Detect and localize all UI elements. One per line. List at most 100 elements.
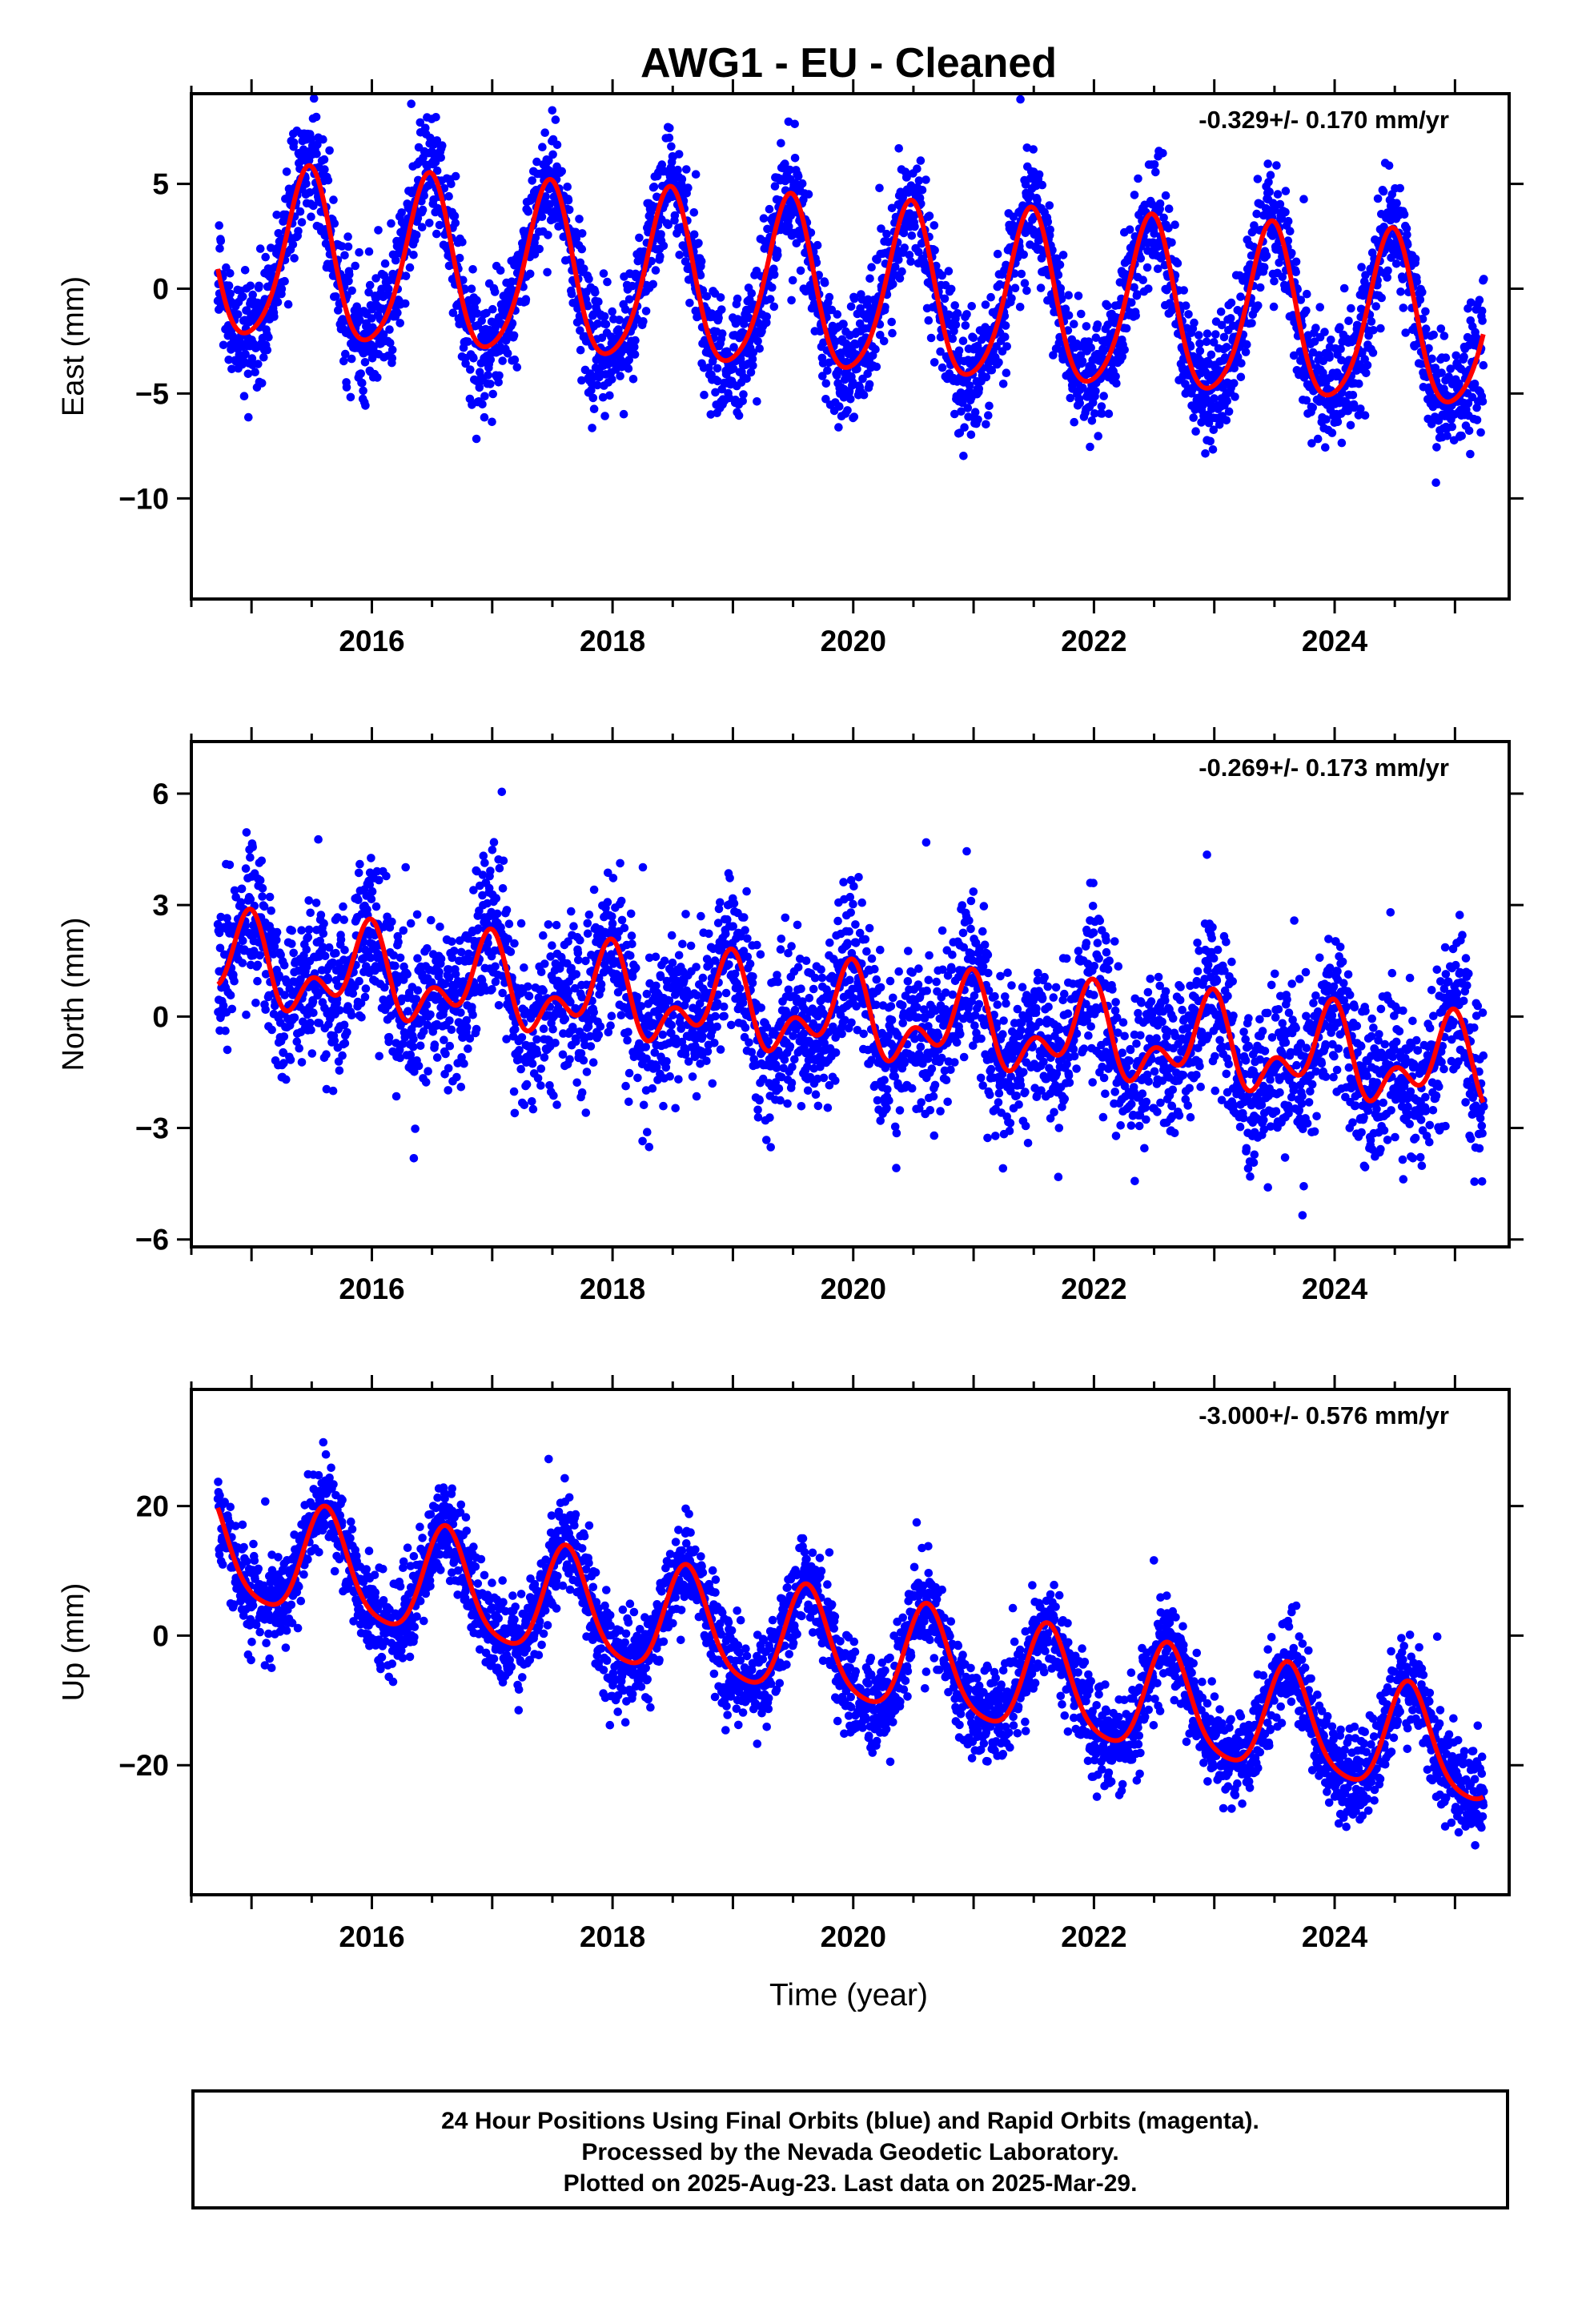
data-point (255, 951, 265, 960)
data-point (1130, 191, 1139, 199)
data-point (1007, 294, 1016, 303)
data-point (769, 302, 779, 312)
data-point (897, 267, 906, 276)
data-point (564, 195, 573, 205)
data-point (1466, 449, 1475, 459)
data-point (1333, 417, 1343, 427)
data-point (827, 305, 837, 315)
data-point (577, 229, 587, 238)
data-point (273, 298, 283, 307)
data-point (930, 246, 939, 255)
data-point (418, 205, 428, 215)
data-point (994, 358, 1003, 367)
data-point (435, 967, 444, 977)
data-point (258, 892, 267, 901)
data-point (675, 251, 684, 259)
data-point (1103, 320, 1112, 329)
data-point (593, 319, 602, 328)
data-point (290, 254, 299, 263)
data-point (451, 219, 460, 227)
data-point (412, 910, 422, 919)
data-point (581, 956, 590, 966)
data-point (740, 320, 749, 328)
data-point (444, 973, 454, 983)
data-point (319, 919, 328, 928)
data-point (966, 430, 976, 440)
data-point (848, 378, 857, 387)
data-point (238, 959, 247, 967)
data-point (307, 1049, 317, 1058)
data-point (548, 106, 557, 115)
data-point (1344, 316, 1353, 326)
data-point (336, 935, 346, 944)
data-point (1327, 428, 1337, 437)
data-point (586, 1042, 596, 1051)
data-point (1265, 187, 1274, 196)
data-point (608, 375, 616, 384)
data-point (1064, 291, 1073, 300)
data-point (1403, 240, 1412, 249)
data-point (1478, 397, 1488, 406)
data-point (835, 402, 844, 411)
data-point (1262, 251, 1271, 260)
data-point (1195, 346, 1205, 356)
data-point (834, 423, 843, 432)
data-point (821, 395, 830, 404)
data-point (239, 936, 247, 946)
data-point (488, 985, 496, 994)
data-point (1472, 333, 1481, 343)
data-point (1181, 301, 1191, 311)
data-point (959, 452, 968, 460)
data-point (548, 1024, 557, 1034)
data-point (1373, 194, 1383, 203)
data-point (588, 1058, 598, 1067)
data-point (335, 1066, 344, 1076)
data-point (237, 884, 247, 894)
data-point (1263, 159, 1272, 168)
data-point (1281, 207, 1290, 217)
data-point (447, 179, 456, 188)
data-point (467, 284, 476, 294)
data-point (914, 247, 923, 257)
data-point (965, 381, 974, 390)
data-point (1434, 416, 1443, 425)
data-point (486, 866, 495, 875)
data-point (543, 267, 552, 277)
data-point (982, 372, 991, 382)
data-point (970, 408, 980, 416)
data-point (255, 244, 265, 253)
data-point (484, 939, 492, 947)
data-point (1354, 411, 1363, 420)
data-point (632, 992, 642, 1002)
data-point (1283, 216, 1293, 226)
data-point (842, 357, 851, 367)
data-point (697, 256, 706, 266)
data-point (809, 292, 817, 302)
data-point (356, 369, 366, 378)
data-point (616, 896, 626, 906)
data-point (620, 305, 630, 314)
data-point (510, 939, 519, 948)
data-point (1161, 191, 1170, 200)
data-point (557, 167, 566, 176)
data-point (616, 858, 624, 868)
data-point (474, 924, 483, 933)
data-point (1237, 359, 1246, 368)
data-point (581, 1108, 591, 1117)
data-point (1236, 292, 1245, 301)
data-point (263, 345, 272, 355)
data-point (974, 415, 982, 424)
data-point (659, 241, 669, 251)
data-point (264, 332, 273, 342)
data-point (399, 926, 408, 935)
data-point (736, 354, 745, 364)
data-point (1078, 383, 1087, 392)
data-point (888, 328, 897, 338)
data-point (468, 1003, 476, 1011)
data-point (1236, 372, 1246, 382)
data-point (615, 316, 624, 324)
data-point (251, 999, 260, 1007)
data-point (608, 919, 617, 928)
data-point (422, 1000, 432, 1010)
